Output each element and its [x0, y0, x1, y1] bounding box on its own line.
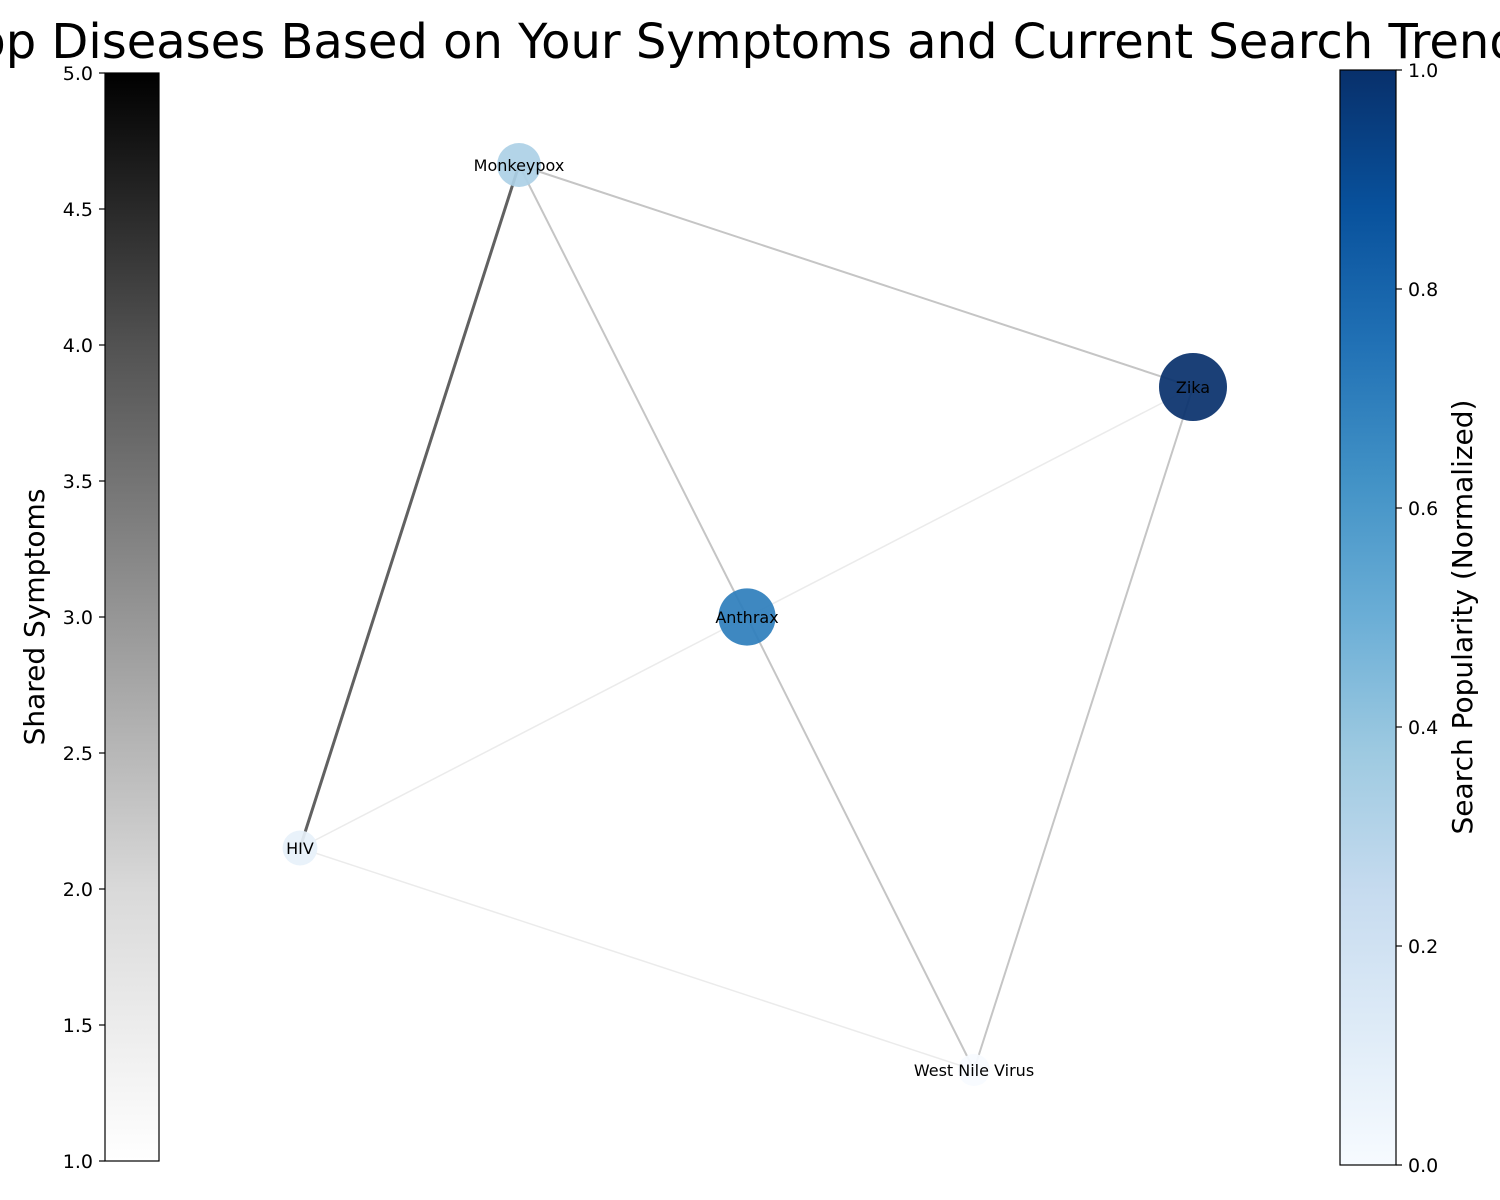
- edge-monkeypox-hiv: [298, 163, 521, 850]
- edge-anthrax-west-nile-virus: [746, 616, 975, 1071]
- node-monkeypox[interactable]: Monkeypox: [474, 143, 565, 187]
- search-popularity-tick-label: 0.4: [1408, 717, 1438, 739]
- node-anthrax-circle: [718, 588, 776, 646]
- search-popularity-tick-label: 1.0: [1408, 60, 1438, 82]
- shared-symptoms-tick-label: 3.0: [63, 607, 93, 629]
- edge-hiv-anthrax: [299, 616, 748, 849]
- shared-symptoms-colorbar-gradient: [104, 72, 160, 1162]
- search-popularity-colorbar-gradient: [1339, 69, 1397, 1166]
- shared-symptoms-tick-label: 4.5: [63, 199, 93, 221]
- search-popularity-colorbar-ticks: 0.0 0.2 0.4 0.6 0.8 1.0: [1396, 60, 1438, 1177]
- edge-monkeypox-anthrax: [518, 164, 748, 618]
- search-popularity-tick-label: 0.8: [1408, 279, 1438, 301]
- node-monkeypox-label: Monkeypox: [474, 156, 565, 175]
- node-zika-circle: [1159, 353, 1227, 421]
- node-hiv-circle: [282, 830, 318, 866]
- shared-symptoms-colorbar-label: Shared Symptoms: [18, 489, 51, 746]
- node-hiv-label: HIV: [286, 839, 314, 858]
- node-west-nile-virus-circle: [958, 1054, 990, 1086]
- chart-title: Top Diseases Based on Your Symptoms and …: [0, 14, 1500, 70]
- node-zika-label: Zika: [1176, 378, 1210, 397]
- search-popularity-colorbar-label: Search Popularity (Normalized): [1446, 400, 1479, 835]
- shared-symptoms-colorbar-ticks: 1.0 1.5 2.0 2.5 3.0 3.5 4.0 4.5 5.0: [63, 63, 105, 1173]
- node-west-nile-virus[interactable]: West Nile Virus: [914, 1054, 1034, 1086]
- shared-symptoms-tick-label: 2.5: [63, 743, 93, 765]
- edge-anthrax-zika: [746, 386, 1194, 618]
- node-hiv[interactable]: HIV: [282, 830, 318, 866]
- edge-monkeypox-zika: [518, 164, 1194, 388]
- network-edges: [298, 163, 1194, 1071]
- edge-hiv-west-nile-virus: [299, 847, 975, 1071]
- node-zika[interactable]: Zika: [1159, 353, 1227, 421]
- shared-symptoms-tick-label: 2.0: [63, 879, 93, 901]
- node-monkeypox-circle: [497, 143, 541, 187]
- node-anthrax[interactable]: Anthrax: [715, 588, 779, 646]
- search-popularity-tick-label: 0.0: [1408, 1155, 1438, 1177]
- node-west-nile-virus-label: West Nile Virus: [914, 1061, 1034, 1080]
- network-nodes: Monkeypox Zika Anthrax HIV West Nile Virus: [282, 143, 1227, 1086]
- shared-symptoms-colorbar: 1.0 1.5 2.0 2.5 3.0 3.5 4.0 4.5 5.0 Shared Sympt…: [18, 63, 160, 1173]
- shared-symptoms-tick-label: 4.0: [63, 335, 93, 357]
- search-popularity-tick-label: 0.2: [1408, 936, 1438, 958]
- shared-symptoms-tick-label: 3.5: [63, 471, 93, 493]
- search-popularity-tick-label: 0.6: [1408, 498, 1438, 520]
- edge-zika-west-nile-virus: [973, 386, 1194, 1071]
- node-anthrax-label: Anthrax: [715, 608, 778, 627]
- shared-symptoms-tick-label: 5.0: [63, 63, 93, 85]
- search-popularity-colorbar: 0.0 0.2 0.4 0.6 0.8 1.0 Search Popularity (No…: [1339, 60, 1479, 1177]
- shared-symptoms-tick-label: 1.0: [63, 1151, 93, 1173]
- shared-symptoms-tick-label: 1.5: [63, 1015, 93, 1037]
